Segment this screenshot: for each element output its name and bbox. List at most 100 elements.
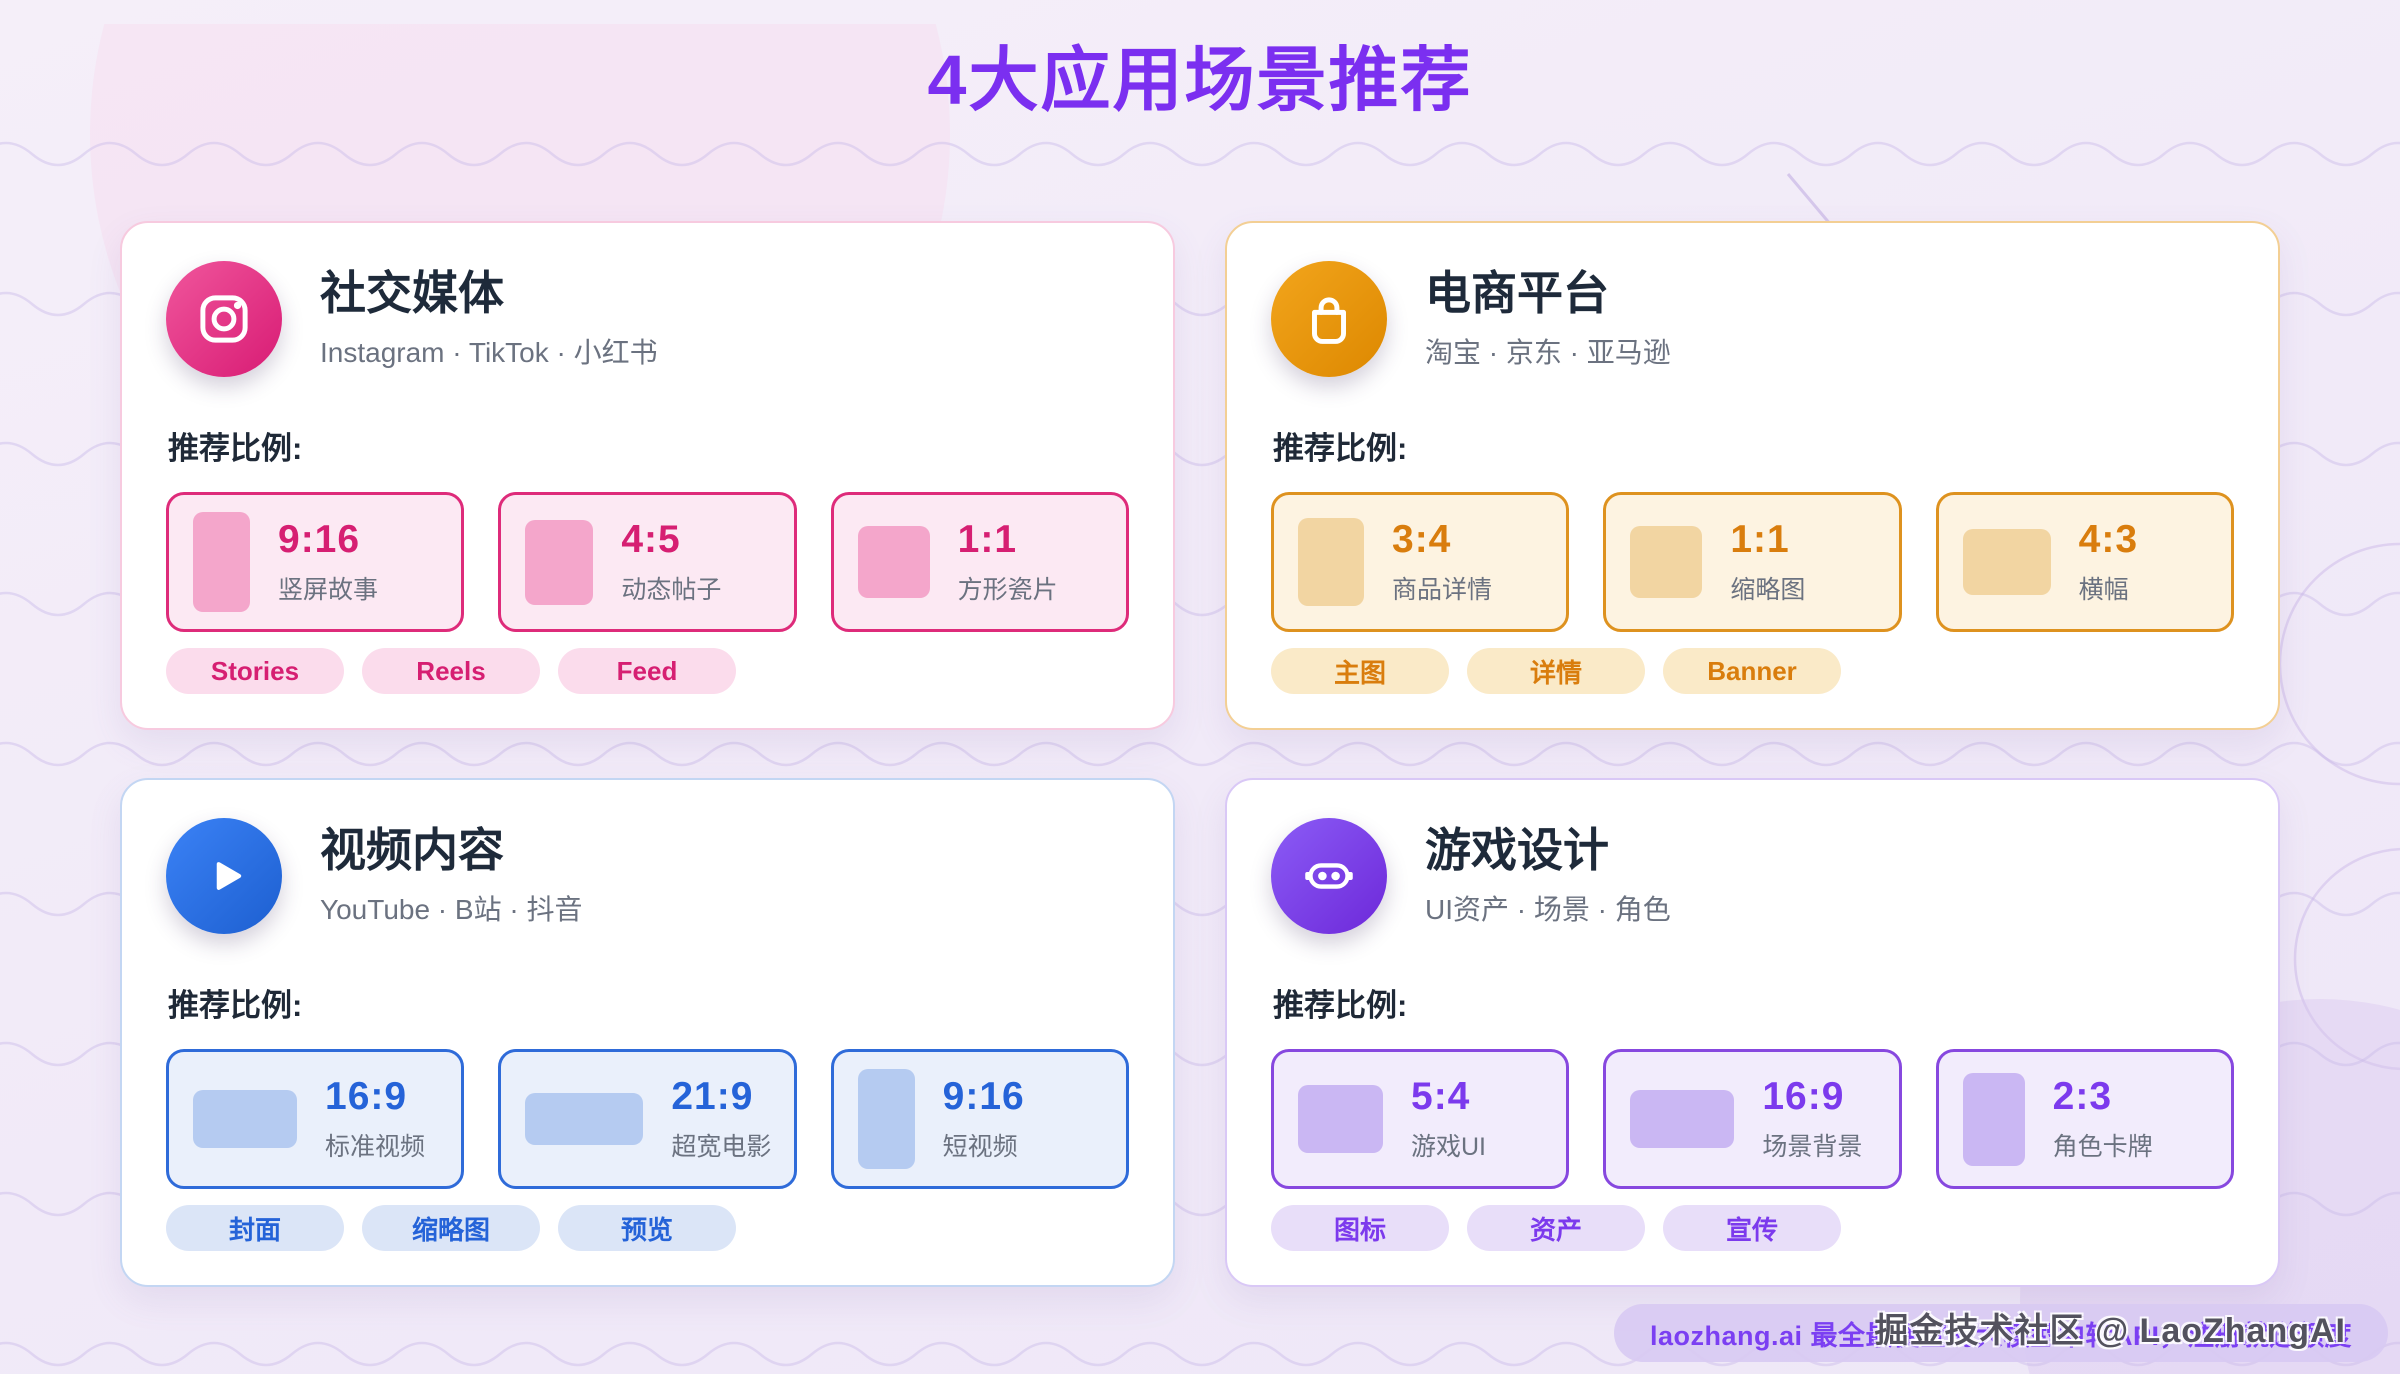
ratio-box: 4:3 横幅 [1935,492,2234,632]
card-header: 视频内容 YouTube · B站 · 抖音 [166,818,1129,934]
aspect-shape [193,1090,297,1148]
tag-pill: 宣传 [1663,1205,1841,1251]
ratio-box: 2:3 角色卡牌 [1935,1049,2234,1189]
tag-pill: Reels [362,648,540,694]
ratio-name: 竖屏故事 [278,576,379,604]
ratio-box: 21:9 超宽电影 [498,1049,797,1189]
aspect-shape [1630,526,1703,598]
card-video: 视频内容 YouTube · B站 · 抖音 推荐比例: 16:9 标准视频 2… [120,778,1175,1287]
card-heading: 社交媒体 Instagram · TikTok · 小红书 [320,267,658,372]
card-subtitle: 淘宝 · 京东 · 亚马逊 [1425,337,1671,369]
ratio-value: 3:4 [1392,518,1452,561]
card-title: 社交媒体 [320,266,504,319]
ratio-box: 9:16 竖屏故事 [166,492,465,632]
tag-row: 封面 缩略图 预览 [166,1205,1129,1251]
card-title: 视频内容 [320,823,504,876]
ratio-label: 推荐比例: [168,988,303,1023]
ratio-name: 标准视频 [325,1133,426,1161]
tag-row: 主图 详情 Banner [1271,648,2234,694]
tag-pill: Banner [1663,648,1841,694]
tag-row: Stories Reels Feed [166,648,1129,694]
aspect-shape [1298,518,1364,606]
card-header: 游戏设计 UI资产 · 场景 · 角色 [1271,818,2234,934]
ratio-row: 9:16 竖屏故事 4:5 动态帖子 1:1 方形瓷片 [166,492,1129,632]
ratio-name: 方形瓷片 [957,576,1058,604]
ratio-value: 1:1 [1730,518,1790,561]
gamepad-icon [1271,818,1387,934]
decor-ring-right-1 [2278,542,2400,786]
card-social-media: 社交媒体 Instagram · TikTok · 小红书 推荐比例: 9:16… [120,221,1175,730]
card-heading: 游戏设计 UI资产 · 场景 · 角色 [1425,824,1671,929]
ratio-name: 短视频 [942,1133,1018,1161]
cards-grid: 社交媒体 Instagram · TikTok · 小红书 推荐比例: 9:16… [120,221,2280,1287]
card-title: 电商平台 [1425,266,1609,319]
aspect-shape [1298,1085,1383,1153]
ratio-row: 16:9 标准视频 21:9 超宽电影 9:16 短视频 [166,1049,1129,1189]
card-ecommerce: 电商平台 淘宝 · 京东 · 亚马逊 推荐比例: 3:4 商品详情 1:1 缩略… [1225,221,2280,730]
decor-ring-right-2 [2293,847,2400,1071]
ratio-value: 5:4 [1411,1075,1471,1118]
play-icon [166,818,282,934]
tag-pill: 详情 [1467,648,1645,694]
card-subtitle: UI资产 · 场景 · 角色 [1425,894,1671,926]
aspect-shape [193,512,250,612]
ratio-label: 推荐比例: [1273,988,1408,1023]
ratio-box: 3:4 商品详情 [1271,492,1570,632]
ratio-box: 1:1 缩略图 [1603,492,1902,632]
watermark: 掘金技术社区 @ LaoZhangAI [1874,1312,2346,1350]
ratio-value: 4:5 [621,518,681,561]
aspect-shape [1962,529,2051,595]
ratio-value: 1:1 [957,518,1018,561]
ratio-box: 1:1 方形瓷片 [830,492,1129,632]
tag-pill: Feed [558,648,736,694]
tag-pill: 资产 [1467,1205,1645,1251]
card-title: 游戏设计 [1425,823,1609,876]
aspect-shape [1630,1090,1735,1148]
ratio-name: 缩略图 [1730,576,1806,604]
ratio-name: 游戏UI [1411,1133,1487,1161]
aspect-shape [1962,1072,2025,1166]
ratio-row: 3:4 商品详情 1:1 缩略图 4:3 横幅 [1271,492,2234,632]
aspect-shape [525,519,594,605]
ratio-name: 动态帖子 [621,576,722,604]
tag-pill: Stories [166,648,344,694]
aspect-shape [857,526,930,598]
page-title: 4大应用场景推荐 [927,41,1473,119]
tag-pill: 预览 [558,1205,736,1251]
ratio-box: 16:9 标准视频 [166,1049,465,1189]
tag-pill: 主图 [1271,648,1449,694]
card-heading: 视频内容 YouTube · B站 · 抖音 [320,824,582,929]
ratio-box: 5:4 游戏UI [1271,1049,1570,1189]
shopping-bag-icon [1271,261,1387,377]
ratio-box: 9:16 短视频 [830,1049,1129,1189]
card-game-design: 游戏设计 UI资产 · 场景 · 角色 推荐比例: 5:4 游戏UI 16:9 … [1225,778,2280,1287]
ratio-label: 推荐比例: [168,431,303,466]
ratio-value: 4:3 [2078,518,2139,561]
ratio-row: 5:4 游戏UI 16:9 场景背景 2:3 角色卡牌 [1271,1049,2234,1189]
ratio-value: 16:9 [1762,1075,1845,1118]
ratio-value: 9:16 [942,1075,1025,1118]
ratio-name: 场景背景 [1762,1133,1863,1161]
card-subtitle: Instagram · TikTok · 小红书 [320,337,658,369]
ratio-value: 21:9 [671,1075,754,1118]
ratio-box: 4:5 动态帖子 [498,492,797,632]
ratio-value: 2:3 [2052,1075,2113,1118]
card-header: 社交媒体 Instagram · TikTok · 小红书 [166,261,1129,377]
ratio-value: 16:9 [325,1075,408,1118]
ratio-name: 商品详情 [1392,576,1493,604]
instagram-icon [166,261,282,377]
ratio-value: 9:16 [278,518,361,561]
ratio-name: 角色卡牌 [2052,1133,2153,1161]
tag-pill: 封面 [166,1205,344,1251]
ratio-name: 超宽电影 [671,1133,772,1161]
ratio-label: 推荐比例: [1273,431,1408,466]
tag-pill: 图标 [1271,1205,1449,1251]
card-subtitle: YouTube · B站 · 抖音 [320,894,583,926]
ratio-box: 16:9 场景背景 [1603,1049,1902,1189]
aspect-shape [857,1069,915,1169]
tag-row: 图标 资产 宣传 [1271,1205,2234,1251]
ratio-name: 横幅 [2078,576,2129,604]
tag-pill: 缩略图 [362,1205,540,1251]
card-header: 电商平台 淘宝 · 京东 · 亚马逊 [1271,261,2234,377]
aspect-shape [525,1093,644,1145]
